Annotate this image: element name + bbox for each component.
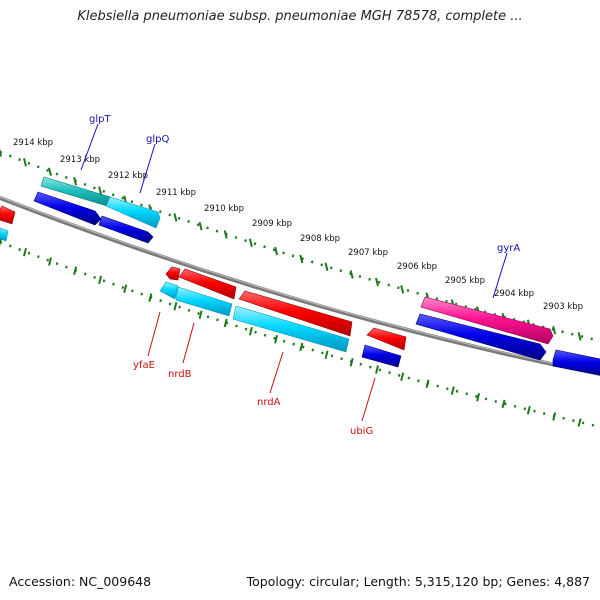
tick-mark — [299, 254, 304, 264]
gene-arrow-gyrA[interactable] — [420, 296, 554, 345]
tick-mark — [223, 318, 228, 328]
gene-label-gyrA[interactable]: gyrA — [497, 243, 520, 254]
kbp-label: 2911 kbp — [156, 188, 196, 198]
tick-mark — [274, 246, 279, 256]
gene-label-nrdA[interactable]: nrdA — [257, 397, 281, 408]
tick-mark — [198, 221, 203, 231]
leader-yfaE — [147, 311, 161, 357]
lower-tick-track — [0, 240, 600, 429]
tick-mark — [98, 275, 103, 285]
tick-mark — [400, 285, 405, 294]
kbp-label: 2908 kbp — [300, 234, 340, 244]
tick-mark — [0, 238, 2, 247]
tick-mark — [173, 302, 178, 311]
tick-mark — [425, 379, 430, 389]
accession-text: Accession: NC_009648 — [9, 574, 152, 589]
kbp-label: 2909 kbp — [252, 219, 292, 229]
kbp-label: 2905 kbp — [445, 276, 485, 286]
gene-label-ubiG[interactable]: ubiG — [350, 426, 373, 437]
leader-gyrA — [492, 252, 508, 299]
kbp-scale: 2914 kbp 2913 kbp 2912 kbp 2911 kbp 2910… — [13, 138, 583, 312]
kbp-label: 2904 kbp — [494, 289, 534, 299]
genome-backbone — [0, 195, 600, 377]
kbp-label: 2914 kbp — [13, 138, 53, 148]
tick-mark — [248, 238, 253, 248]
gene-arrow-ubiG[interactable] — [366, 327, 407, 351]
leader-nrdA — [269, 351, 284, 394]
gene-arrow-forward-blue-2[interactable] — [98, 215, 154, 244]
gene-arrow-nrdB-red[interactable] — [178, 268, 237, 300]
tick-mark — [349, 270, 354, 279]
tick-mark — [299, 342, 304, 352]
gene-arrow-forward-blue-right[interactable] — [552, 349, 600, 376]
gene-arrow-forward-blue-3[interactable] — [415, 313, 547, 361]
kbp-label: 2912 kbp — [108, 171, 148, 181]
tick-mark — [324, 350, 329, 359]
tick-mark — [123, 284, 128, 294]
kbp-label: 2903 kbp — [543, 302, 583, 312]
gene-arrow-reverse-cyan[interactable] — [232, 305, 350, 353]
kbp-label: 2910 kbp — [204, 204, 244, 214]
leader-glpQ — [139, 143, 156, 194]
tick-mark — [577, 332, 582, 341]
tick-mark — [552, 412, 557, 421]
kbp-label: 2913 kbp — [60, 155, 100, 165]
tick-mark — [23, 247, 27, 257]
tick-mark — [98, 186, 103, 195]
tick-mark — [526, 406, 531, 415]
tick-mark — [552, 325, 557, 335]
genome-summary-text: Topology: circular; Length: 5,315,120 bp… — [246, 574, 590, 589]
gene-arrow-forward-blue-1[interactable] — [33, 191, 102, 226]
tick-mark — [274, 334, 279, 344]
tick-mark — [501, 399, 506, 409]
tick-mark — [198, 310, 203, 319]
tick-mark — [400, 372, 405, 381]
label-leaders — [80, 123, 508, 422]
gene-arrow-nrdA[interactable] — [238, 290, 353, 337]
gene-labels: glpT glpQ gyrA yfaE nrdB nrdA ubiG — [89, 114, 520, 437]
gene-label-glpQ[interactable]: glpQ — [146, 134, 169, 145]
tick-mark — [48, 167, 52, 177]
gene-arrow-yfaE[interactable] — [159, 281, 179, 300]
tick-mark — [577, 418, 582, 427]
tick-mark — [324, 262, 329, 272]
tick-mark — [48, 257, 52, 266]
tick-mark — [148, 293, 153, 302]
gene-arrow-nrdB[interactable] — [175, 286, 233, 317]
tick-mark — [73, 177, 78, 186]
tick-mark — [248, 326, 253, 336]
kbp-label: 2906 kbp — [397, 262, 437, 272]
reverse-strand-genes — [159, 266, 407, 368]
gene-arrow-reverse-blue[interactable] — [361, 344, 402, 368]
upper-tick-track — [0, 150, 600, 343]
map-title: Klebsiella pneumoniae subsp. pneumoniae … — [77, 9, 523, 24]
tick-mark — [375, 365, 379, 374]
gene-label-glpT[interactable]: glpT — [89, 114, 111, 125]
tick-mark — [450, 386, 455, 395]
gene-arrow-glpQ[interactable] — [105, 196, 161, 229]
gene-arrow-forward-red-left[interactable] — [0, 205, 16, 225]
gene-label-nrdB[interactable]: nrdB — [168, 369, 192, 380]
gene-arrow-forward-cyan-left[interactable] — [0, 227, 9, 242]
gene-label-yfaE[interactable]: yfaE — [133, 360, 155, 371]
leader-ubiG — [361, 377, 376, 422]
leader-glpT — [80, 123, 99, 171]
leader-nrdB — [182, 322, 195, 364]
tick-mark — [349, 357, 354, 367]
tick-mark — [476, 393, 481, 402]
tick-mark — [375, 277, 379, 287]
tick-mark — [23, 158, 27, 167]
forward-strand-genes — [0, 176, 600, 376]
tick-mark — [173, 213, 178, 222]
genome-backbone-highlight — [0, 196, 600, 374]
gene-arrow-small-red[interactable] — [165, 266, 181, 281]
tick-mark — [223, 230, 228, 239]
tick-mark — [0, 148, 2, 157]
kbp-label: 2907 kbp — [348, 248, 388, 258]
tick-mark — [73, 266, 78, 276]
